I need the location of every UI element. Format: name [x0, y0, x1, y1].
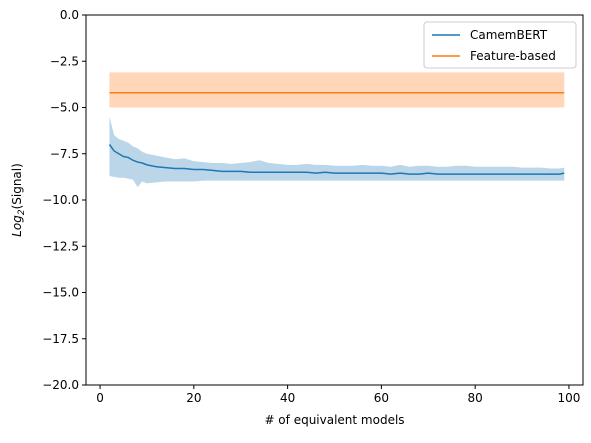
- legend-box: [423, 21, 577, 69]
- y-axis-ticks: 0.0 −2.5 −5.0 −7.5 −10.0 −12.5 −15.0 −17.5 −20.0: [42, 8, 86, 392]
- y-tick-label: −20.0: [42, 378, 79, 392]
- y-axis-label-subscript: 2: [17, 209, 27, 215]
- legend-label-camembert: CamemBERT: [470, 28, 548, 42]
- y-axis-label-math: Log: [10, 215, 24, 237]
- y-tick-label: −15.0: [42, 286, 79, 300]
- y-tick-label: −17.5: [42, 332, 79, 346]
- x-tick-label: 60: [374, 391, 389, 405]
- confidence-bands: [109, 72, 565, 188]
- y-tick-label: −7.5: [50, 147, 79, 161]
- legend-label-feature-based: Feature-based: [470, 49, 556, 63]
- y-tick-label: −10.0: [42, 193, 79, 207]
- x-tick-label: 100: [557, 391, 580, 405]
- line-camembert: [108, 144, 565, 175]
- y-tick-label: −2.5: [50, 54, 79, 68]
- band-feature-based: [109, 72, 565, 108]
- x-axis-ticks: 0 20 40 60 80 100: [96, 385, 580, 405]
- x-tick-label: 0: [96, 391, 104, 405]
- band-camembert: [109, 116, 565, 188]
- x-tick-label: 20: [186, 391, 201, 405]
- x-tick-label: 40: [280, 391, 295, 405]
- y-axis-label-rest: (Signal): [10, 163, 24, 209]
- legend: CamemBERT Feature-based: [423, 21, 577, 69]
- series-lines: [108, 91, 565, 175]
- x-axis-label: # of equivalent models: [264, 413, 404, 427]
- y-tick-label: 0.0: [60, 8, 79, 22]
- y-tick-label: −12.5: [42, 239, 79, 253]
- x-tick-label: 80: [468, 391, 483, 405]
- y-axis-label: Log2(Signal): [10, 163, 27, 237]
- plot-frame: [85, 14, 584, 386]
- y-tick-label: −5.0: [50, 101, 79, 115]
